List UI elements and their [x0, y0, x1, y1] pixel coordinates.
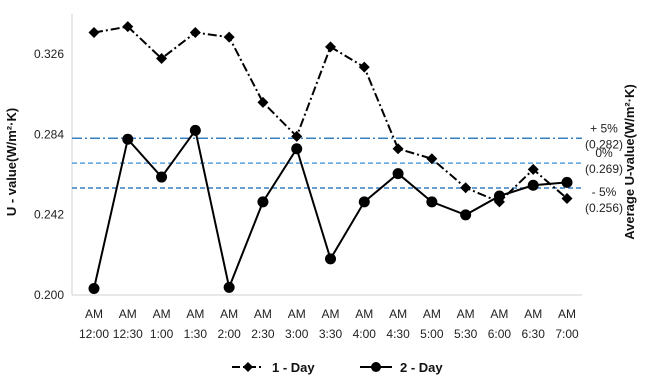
- data-point-circle: [291, 143, 303, 155]
- legend-label: 2 - Day: [400, 360, 443, 375]
- series-group: [88, 21, 573, 295]
- x-tick-label: AM 12:30: [113, 307, 143, 341]
- secondary-y-axis-title: Average U-value(W/m²·K): [622, 84, 637, 240]
- data-point-diamond: [325, 41, 336, 53]
- data-point-circle: [223, 281, 235, 293]
- x-tick-label: AM 6:30: [522, 307, 546, 341]
- data-point-diamond: [392, 143, 404, 155]
- series-line: [93, 128, 568, 291]
- y-tick-label: 0.200: [34, 288, 64, 302]
- data-point-circle: [392, 168, 404, 180]
- data-point-circle: [189, 124, 201, 136]
- x-tick-label: AM 7:00: [555, 307, 579, 341]
- axes: [71, 14, 582, 296]
- data-point-circle: [426, 196, 438, 208]
- x-tick-label: AM 4:00: [353, 307, 377, 341]
- reference-lines: + 5% (0.282)0% (0.269) - 5% (0.256): [72, 121, 623, 215]
- data-point-diamond: [358, 61, 370, 73]
- x-tick-label: AM 12:00: [79, 307, 109, 341]
- y-tick-label: 0.326: [34, 47, 64, 61]
- reference-line-label: 0%: [595, 146, 613, 160]
- data-point-diamond: [189, 27, 201, 39]
- legend-marker-circle: [371, 362, 381, 372]
- data-point-circle: [156, 171, 168, 183]
- x-tick-label: AM 5:00: [420, 307, 444, 341]
- x-tick-label: AM 3:30: [319, 307, 343, 341]
- data-point-circle: [325, 253, 336, 265]
- data-point-diamond: [88, 27, 100, 39]
- reference-line-value: (0.269): [585, 162, 623, 176]
- data-point-circle: [561, 176, 573, 188]
- x-tick-label: AM 4:30: [386, 307, 410, 341]
- data-point-diamond: [460, 182, 472, 194]
- reference-line-label: + 5%: [590, 121, 618, 135]
- data-point-diamond: [223, 31, 235, 43]
- reference-line-value: (0.282): [585, 137, 623, 151]
- data-point-circle: [88, 283, 100, 295]
- data-point-circle: [493, 190, 505, 202]
- y-axis-title: U - value(W/m²·K): [4, 108, 19, 216]
- y-tick-label: 0.242: [34, 208, 64, 222]
- x-tick-label: AM 5:30: [454, 307, 478, 341]
- data-point-diamond: [527, 163, 539, 175]
- legend: 1 - Day 2 - Day: [232, 360, 443, 375]
- x-tick-label: AM 6:00: [488, 307, 512, 341]
- data-point-diamond: [122, 21, 134, 33]
- data-point-circle: [460, 209, 472, 221]
- reference-line-value: (0.256): [585, 201, 623, 215]
- y-tick-label: 0.284: [34, 127, 64, 141]
- x-tick-label: AM 1:00: [150, 307, 174, 341]
- x-tick-label: AM 2:00: [217, 307, 241, 341]
- data-point-circle: [358, 196, 370, 208]
- reference-line-label: - 5%: [592, 185, 617, 199]
- x-tick-label: AM 1:30: [184, 307, 208, 341]
- y-tick-labels: 0.200 0.242 0.284 0.326: [34, 47, 64, 302]
- data-point-circle: [122, 133, 134, 145]
- data-point-diamond: [156, 53, 168, 65]
- legend-marker-diamond: [243, 362, 253, 372]
- legend-label: 1 - Day: [272, 360, 315, 375]
- data-point-circle: [527, 179, 539, 191]
- data-point-diamond: [561, 192, 573, 204]
- data-point-circle: [257, 196, 269, 208]
- x-tick-label: AM 2:30: [251, 307, 275, 341]
- data-point-diamond: [291, 130, 303, 142]
- x-tick-label: AM 3:00: [285, 307, 309, 341]
- data-point-diamond: [426, 153, 438, 165]
- data-point-diamond: [257, 96, 269, 108]
